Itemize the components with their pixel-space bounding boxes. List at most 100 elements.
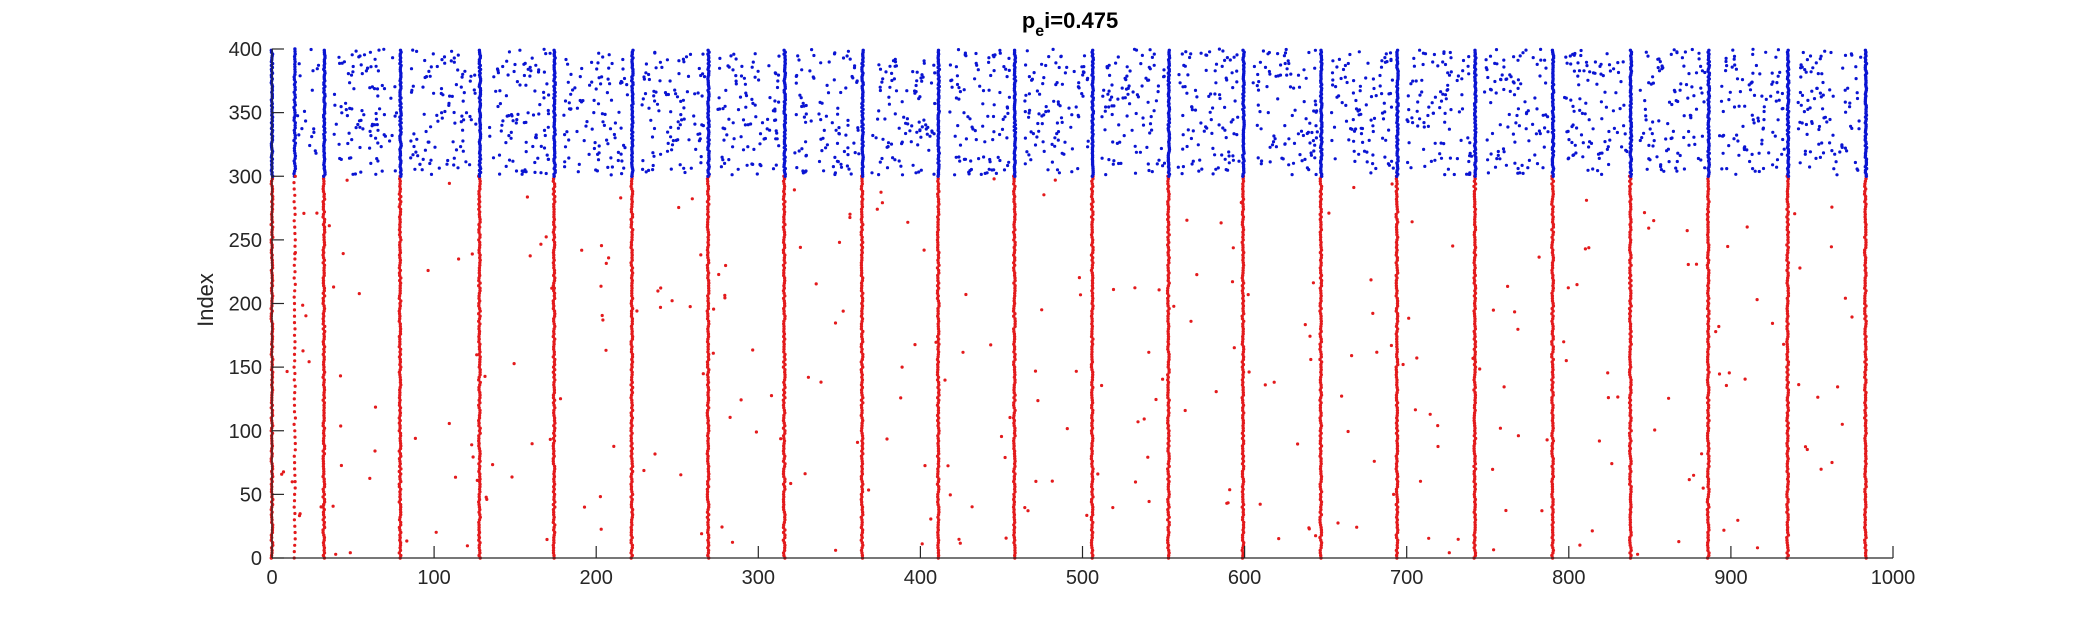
burst-dot-excitatory: [1166, 541, 1170, 545]
spike-dot-inhibitory: [315, 67, 319, 71]
burst-dot-excitatory: [322, 182, 326, 186]
spike-dot-inhibitory: [1819, 95, 1823, 99]
spike-dot-inhibitory: [994, 171, 999, 175]
spike-dot-inhibitory: [597, 151, 601, 155]
spike-dot-inhibitory: [516, 112, 520, 116]
spike-dot-excitatory: [1797, 383, 1801, 387]
spike-dot-inhibitory: [622, 76, 627, 81]
burst-dot-excitatory: [322, 273, 326, 278]
spike-dot-excitatory: [405, 539, 409, 543]
spike-dot-inhibitory: [852, 66, 857, 70]
spike-dot-inhibitory: [726, 64, 730, 68]
spike-dot-inhibitory: [542, 128, 547, 132]
spike-dot-inhibitory: [1516, 166, 1520, 171]
spike-dot-inhibitory: [468, 163, 472, 167]
burst-dot-excitatory: [630, 291, 634, 295]
burst-dot-excitatory: [859, 525, 864, 530]
burst-dot-excitatory: [1090, 406, 1094, 410]
spike-dot-inhibitory: [1076, 113, 1080, 117]
spike-dot-inhibitory: [1407, 141, 1411, 145]
spike-dot-excitatory: [769, 394, 774, 398]
burst-dot-excitatory: [706, 179, 710, 183]
burst-dot-excitatory: [552, 205, 556, 209]
spike-dot-inhibitory: [1517, 124, 1521, 128]
burst-dot-excitatory: [1166, 408, 1171, 413]
spike-dot-excitatory: [970, 505, 974, 509]
burst-dot-excitatory: [551, 250, 556, 255]
spike-dot-inhibitory: [845, 164, 850, 168]
burst-dot-excitatory: [477, 457, 482, 461]
burst-dot-excitatory: [1167, 306, 1171, 311]
burst-dot-excitatory: [629, 439, 633, 443]
burst-dot-excitatory: [1012, 261, 1016, 265]
burst-dot-excitatory: [936, 327, 941, 331]
burst-dot-excitatory: [398, 452, 403, 456]
burst-dot-excitatory: [398, 495, 402, 499]
spike-dot-inhibitory: [1760, 138, 1764, 142]
spike-dot-inhibitory: [1407, 108, 1411, 112]
spike-dot-inhibitory: [566, 62, 570, 66]
burst-dot-excitatory: [781, 505, 786, 509]
burst-dot-excitatory: [397, 469, 401, 474]
spike-dot-inhibitory: [1662, 169, 1666, 173]
spike-dot-inhibitory: [388, 139, 392, 143]
spike-dot-inhibitory: [958, 159, 962, 163]
burst-dot-excitatory: [1166, 378, 1170, 382]
burst-dot-excitatory: [322, 418, 326, 423]
burst-dot-excitatory: [706, 350, 710, 354]
burst-dot-excitatory: [1012, 301, 1017, 306]
spike-dot-inhibitory: [808, 69, 812, 73]
spike-dot-inhibitory: [1774, 99, 1778, 103]
spike-dot-excitatory: [1583, 247, 1587, 251]
spike-dot-inhibitory: [1834, 160, 1838, 164]
burst-dot-excitatory: [1090, 525, 1094, 530]
burst-dot-excitatory: [1166, 362, 1171, 367]
spike-dot-inhibitory: [1524, 48, 1528, 52]
spike-dot-inhibitory: [1732, 57, 1736, 61]
burst-dot-excitatory: [322, 502, 326, 507]
burst-dot-excitatory: [478, 464, 482, 469]
burst-dot-excitatory: [630, 355, 635, 359]
burst-dot-excitatory: [321, 299, 326, 303]
burst-dot-excitatory: [478, 393, 482, 397]
spike-dot-excitatory: [1263, 383, 1267, 387]
spike-dot-inhibitory: [1182, 63, 1186, 67]
burst-dot-excitatory: [398, 284, 402, 288]
spike-dot-inhibitory: [1144, 76, 1148, 80]
spike-dot-inhibitory: [1110, 104, 1114, 108]
spike-dot-inhibitory: [768, 96, 772, 100]
burst-dot-excitatory: [1090, 396, 1094, 400]
spike-dot-inhibitory: [567, 101, 571, 105]
spike-dot-inhibitory: [597, 76, 601, 80]
spike-dot-inhibitory: [1304, 76, 1308, 80]
spike-dot-inhibitory: [1535, 162, 1540, 166]
spike-dot-excitatory: [1587, 246, 1591, 250]
burst-dot-excitatory: [861, 418, 865, 423]
spike-dot-inhibitory: [1036, 121, 1040, 126]
spike-dot-inhibitory: [594, 87, 598, 91]
spike-dot-excitatory: [1692, 473, 1696, 477]
burst-dot-excitatory: [323, 230, 327, 234]
spike-dot-inhibitory: [889, 142, 894, 146]
spike-dot-inhibitory: [1406, 160, 1410, 165]
spike-dot-inhibitory: [1543, 126, 1547, 130]
spike-dot-inhibitory: [1200, 167, 1204, 171]
spike-dot-inhibitory: [1588, 70, 1592, 74]
burst-dot-excitatory: [322, 350, 326, 354]
spike-dot-excitatory: [1247, 370, 1251, 374]
spike-dot-inhibitory: [498, 102, 502, 106]
spike-dot-inhibitory: [1313, 143, 1317, 147]
spike-dot-inhibitory: [1800, 121, 1804, 125]
spike-dot-inhibitory: [1139, 62, 1143, 66]
burst-dot-excitatory: [398, 424, 402, 428]
burst-dot-excitatory: [706, 421, 710, 425]
spike-dot-inhibitory: [584, 124, 588, 128]
spike-dot-excitatory: [855, 440, 860, 444]
burst-dot-excitatory: [1012, 225, 1016, 229]
burst-dot-excitatory: [1091, 256, 1095, 260]
burst-dot-excitatory: [477, 446, 482, 451]
spike-dot-excitatory: [739, 398, 743, 402]
spike-dot-inhibitory: [538, 103, 542, 107]
spike-dot-excitatory: [1564, 359, 1568, 363]
spike-dot-inhibitory: [1673, 90, 1677, 94]
